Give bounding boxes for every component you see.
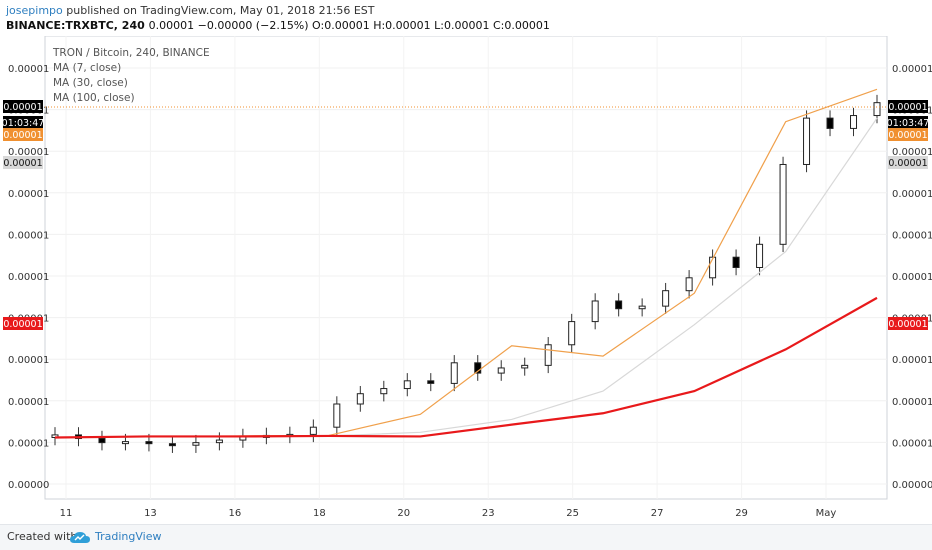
candle-body xyxy=(192,442,200,446)
candle-body xyxy=(356,393,364,405)
y-tick-left: 0.00001 xyxy=(8,147,49,158)
ma-line-3 xyxy=(54,296,878,439)
candle-body xyxy=(803,117,811,165)
price-label-bg-right xyxy=(888,317,928,330)
candle-body xyxy=(333,403,341,428)
candle-body xyxy=(215,439,223,444)
candle-body xyxy=(568,321,576,346)
candle-body xyxy=(497,367,505,374)
candle-body xyxy=(145,441,153,445)
y-tick-right: 0.00001 xyxy=(892,147,932,158)
y-tick-right: 0.00001 xyxy=(892,397,932,408)
candle-body xyxy=(450,362,458,384)
x-tick-label: 23 xyxy=(482,508,495,519)
price-label-bg-left xyxy=(3,317,43,330)
publish-text: published on TradingView.com, May 01, 20… xyxy=(66,4,375,17)
candle-body xyxy=(544,344,552,366)
price-label-bg-right xyxy=(888,116,928,129)
candle-body xyxy=(873,102,881,117)
candle-body xyxy=(685,277,693,292)
chart-area[interactable]: 0.00001 0.00001 0.00001 0.00001 0.00001 0.000… xyxy=(0,36,932,524)
y-tick-left: 0.00001 xyxy=(8,272,49,283)
candle-body xyxy=(380,388,388,395)
price-label-ma100-left: 0.00001 xyxy=(3,319,42,330)
publish-info: josepimpo published on TradingView.com, … xyxy=(6,4,374,17)
price-label-countdown-right: 01:03:47 xyxy=(887,118,930,129)
x-tick-label: May xyxy=(816,508,837,519)
y-tick-right: 0.00001 xyxy=(892,64,932,75)
candle-body xyxy=(826,117,834,129)
x-tick-label: 16 xyxy=(229,508,242,519)
candle-body xyxy=(403,380,411,390)
candle-body xyxy=(709,256,717,279)
symbol-quote: BINANCE:TRXBTC, 240 0.00001 −0.00000 (−2… xyxy=(6,19,550,32)
candle-body xyxy=(850,115,858,129)
price-label-ma30-left: 0.00001 xyxy=(3,158,42,169)
y-tick-left: 0.00001 xyxy=(8,189,49,200)
tradingview-brand[interactable]: TradingView xyxy=(95,530,162,543)
tradingview-cloud-icon[interactable] xyxy=(70,531,90,545)
x-tick-label: 27 xyxy=(651,508,664,519)
y-tick-left: 0.00001 xyxy=(8,64,49,75)
y-tick-right: 0.00001 xyxy=(892,189,932,200)
candle-body xyxy=(309,426,317,435)
price-label-ma30-right: 0.00001 xyxy=(888,158,927,169)
price-label-bg-left xyxy=(3,156,43,169)
legend-ma100[interactable]: MA (100, close) xyxy=(53,92,135,104)
price-label-bg-left xyxy=(3,100,43,113)
price-label-countdown-left: 01:03:47 xyxy=(2,118,45,129)
x-tick-label: 20 xyxy=(397,508,410,519)
y-tick-right: 0.00001 xyxy=(892,230,932,241)
price-label-ma7-right: 0.00001 xyxy=(888,130,927,141)
candle-body xyxy=(615,300,623,310)
x-tick-label: 11 xyxy=(60,508,73,519)
y-tick-left: 0.00000 xyxy=(8,480,49,491)
symbol-label: BINANCE:TRXBTC, 240 xyxy=(6,19,145,32)
plot-frame xyxy=(44,36,888,500)
candle-body xyxy=(474,362,482,374)
price-label-ma100-right: 0.00001 xyxy=(888,319,927,330)
candle-body xyxy=(591,300,599,323)
price-label-bg-left xyxy=(3,116,43,129)
chart-header: josepimpo published on TradingView.com, … xyxy=(0,0,932,36)
price-label-bg-left xyxy=(3,128,43,141)
candle-body xyxy=(662,290,670,307)
legend-title: TRON / Bitcoin, 240, BINANCE xyxy=(53,47,210,59)
y-tick-right: 0.00001 xyxy=(892,438,932,449)
price-label-bg-right xyxy=(888,100,928,113)
y-tick-right: 0.00001 xyxy=(892,272,932,283)
y-tick-right: 0.00001 xyxy=(892,355,932,366)
price-label-bg-right xyxy=(888,156,928,169)
candle-body xyxy=(756,243,764,268)
price-label-last-left: 0.00001 xyxy=(3,102,42,113)
candle-body xyxy=(121,441,129,445)
candle-body xyxy=(98,438,106,444)
x-tick-label: 25 xyxy=(566,508,579,519)
author-link[interactable]: josepimpo xyxy=(6,4,63,17)
chart-legend: TRON / Bitcoin, 240, BINANCE MA (7, clos… xyxy=(53,46,210,106)
price-label-ma7-left: 0.00001 xyxy=(3,130,42,141)
footer-bar: Created with TradingView xyxy=(0,524,932,550)
candle-body xyxy=(779,163,787,245)
x-tick-label: 18 xyxy=(313,508,326,519)
price-label-last-right: 0.00001 xyxy=(888,102,927,113)
y-tick-left: 0.00001 xyxy=(8,355,49,366)
y-tick-left: 0.00001 xyxy=(8,397,49,408)
legend-ma7[interactable]: MA (7, close) xyxy=(53,62,122,74)
y-tick-left: 0.00001 xyxy=(8,438,49,449)
ohlc-values: 0.00001 −0.00000 (−2.15%) O:0.00001 H:0.… xyxy=(148,19,550,32)
y-tick-left: 0.00001 xyxy=(8,230,49,241)
candle-body xyxy=(732,256,740,269)
price-label-bg-right xyxy=(888,128,928,141)
candle-body xyxy=(427,380,435,384)
candle-body xyxy=(638,305,646,310)
y-tick-right: 0.00000 xyxy=(892,480,932,491)
x-tick-label: 13 xyxy=(144,508,157,519)
candle-body xyxy=(521,364,529,369)
candle-body xyxy=(168,443,176,447)
x-tick-label: 29 xyxy=(735,508,748,519)
legend-ma30[interactable]: MA (30, close) xyxy=(53,77,128,89)
created-with-text: Created with xyxy=(7,530,78,543)
